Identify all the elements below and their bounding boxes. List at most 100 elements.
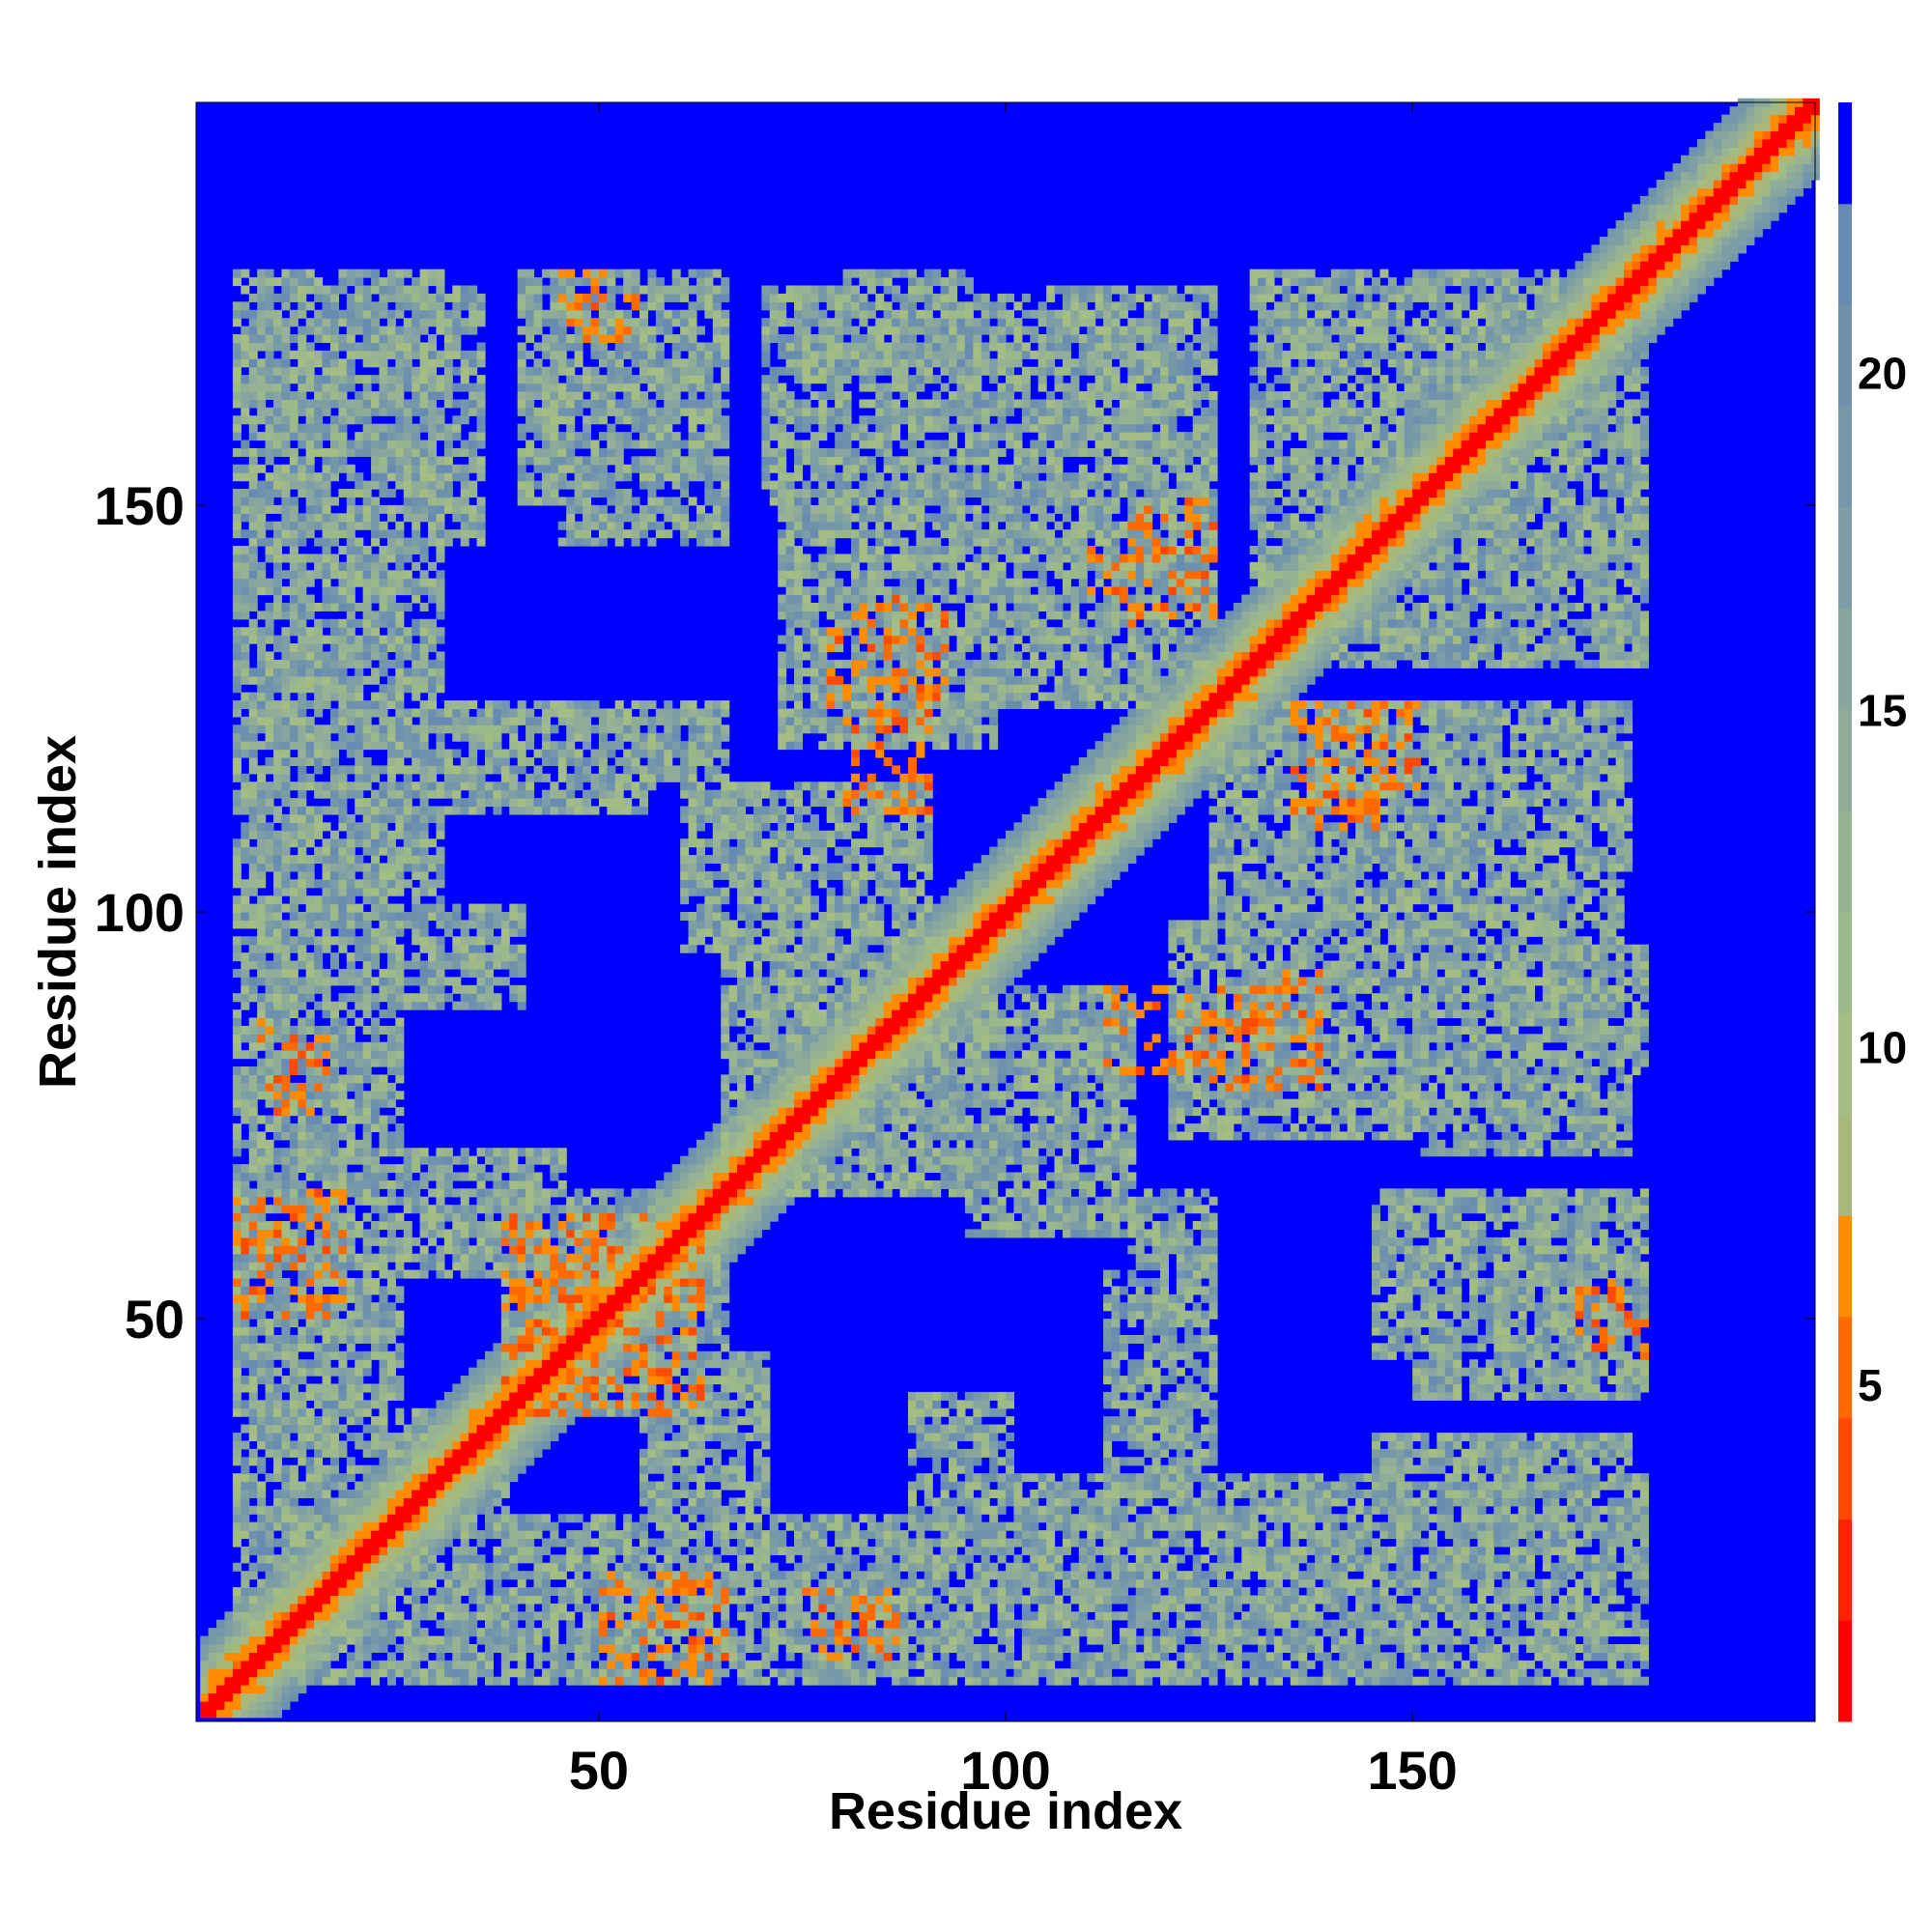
heatmap-cell bbox=[379, 1122, 388, 1132]
heatmap-cell bbox=[257, 415, 267, 425]
heatmap-cell bbox=[273, 1221, 283, 1231]
heatmap-cell bbox=[289, 423, 298, 433]
heatmap-cell bbox=[403, 773, 412, 782]
heatmap-cell bbox=[241, 651, 250, 661]
heatmap-cell bbox=[436, 1407, 445, 1417]
heatmap-cell bbox=[419, 903, 429, 913]
heatmap-cell bbox=[329, 334, 339, 344]
heatmap-cell bbox=[265, 920, 274, 929]
heatmap-cell bbox=[241, 342, 250, 352]
heatmap-cell bbox=[248, 952, 258, 962]
heatmap-cell bbox=[428, 960, 438, 970]
heatmap-cell bbox=[386, 1196, 396, 1206]
heatmap-cell bbox=[289, 611, 298, 620]
heatmap-cell bbox=[355, 1091, 364, 1100]
heatmap-cell bbox=[232, 1293, 242, 1303]
heatmap-cell bbox=[371, 1122, 381, 1132]
heatmap-cell bbox=[500, 1164, 510, 1174]
heatmap-cell bbox=[273, 1692, 283, 1702]
heatmap-cell bbox=[500, 944, 510, 953]
heatmap-cell bbox=[208, 1692, 217, 1702]
heatmap-cell bbox=[371, 895, 381, 905]
heatmap-cell bbox=[452, 1262, 462, 1271]
heatmap-cell bbox=[469, 1253, 478, 1263]
heatmap-cell bbox=[550, 464, 559, 473]
heatmap-cell bbox=[412, 936, 421, 946]
heatmap-cell bbox=[395, 1091, 405, 1100]
heatmap-cell bbox=[281, 708, 291, 718]
heatmap-cell bbox=[412, 1416, 421, 1426]
heatmap-cell bbox=[412, 684, 421, 694]
heatmap-cell bbox=[241, 1376, 250, 1385]
heatmap-cell bbox=[329, 1652, 339, 1662]
heatmap-cell bbox=[329, 1514, 339, 1523]
heatmap-cell bbox=[428, 489, 438, 498]
heatmap-cell bbox=[338, 1091, 348, 1100]
heatmap-cell bbox=[265, 830, 274, 839]
heatmap-cell bbox=[257, 977, 267, 986]
heatmap-cell bbox=[314, 675, 324, 685]
heatmap-cell bbox=[517, 1546, 526, 1555]
heatmap-cell bbox=[248, 822, 258, 832]
heatmap-cell bbox=[265, 659, 274, 668]
heatmap-cell bbox=[355, 1293, 364, 1303]
heatmap-cell bbox=[500, 1530, 510, 1540]
heatmap-cell bbox=[517, 944, 526, 953]
heatmap-cell bbox=[248, 708, 258, 718]
heatmap-cell bbox=[338, 1611, 348, 1621]
heatmap-cell bbox=[443, 1457, 453, 1466]
heatmap-cell bbox=[314, 1066, 324, 1076]
heatmap-cell bbox=[412, 813, 421, 823]
heatmap-cell bbox=[322, 309, 331, 319]
heatmap-cell bbox=[436, 586, 445, 596]
heatmap-cell bbox=[257, 659, 267, 668]
heatmap-cell bbox=[305, 399, 315, 409]
heatmap-cell bbox=[443, 334, 453, 344]
heatmap-cell bbox=[362, 1172, 372, 1181]
heatmap-cell bbox=[526, 415, 535, 425]
heatmap-cell bbox=[395, 724, 405, 734]
heatmap-cell bbox=[265, 1376, 274, 1385]
heatmap-cell bbox=[419, 855, 429, 865]
heatmap-cell bbox=[443, 1179, 453, 1189]
heatmap-cell bbox=[469, 765, 478, 775]
heatmap-cell bbox=[216, 1643, 226, 1654]
heatmap-cell bbox=[289, 1587, 298, 1597]
heatmap-cell bbox=[346, 870, 355, 880]
heatmap-cell bbox=[403, 920, 412, 929]
heatmap-cell bbox=[329, 464, 339, 473]
heatmap-cell bbox=[305, 635, 315, 644]
heatmap-cell bbox=[289, 1481, 298, 1491]
heatmap-cell bbox=[526, 1302, 535, 1312]
heatmap-cell bbox=[493, 1464, 502, 1474]
heatmap-cell bbox=[386, 960, 396, 970]
heatmap-cell bbox=[273, 1611, 283, 1621]
heatmap-cell bbox=[281, 285, 291, 295]
heatmap-cell bbox=[469, 1383, 478, 1393]
heatmap-cell bbox=[386, 1025, 396, 1035]
heatmap-cell bbox=[541, 724, 551, 734]
heatmap-cell bbox=[265, 1074, 274, 1084]
heatmap-cell bbox=[346, 863, 355, 872]
heatmap-cell bbox=[526, 334, 535, 344]
heatmap-cell bbox=[395, 1530, 405, 1540]
heatmap-cell bbox=[355, 798, 364, 808]
heatmap-cell bbox=[281, 732, 291, 742]
heatmap-cell bbox=[355, 749, 364, 758]
heatmap-cell bbox=[533, 1660, 543, 1669]
heatmap-cell bbox=[265, 366, 274, 376]
heatmap-cell bbox=[371, 1521, 381, 1531]
heatmap-cell bbox=[265, 618, 274, 628]
heatmap-cell bbox=[322, 513, 331, 523]
heatmap-cell bbox=[305, 1269, 315, 1279]
heatmap-cell bbox=[265, 1066, 274, 1076]
heatmap-cell bbox=[436, 1619, 445, 1629]
heatmap-cell bbox=[541, 1424, 551, 1434]
heatmap-cell bbox=[298, 1562, 307, 1572]
heatmap-cell bbox=[484, 1473, 494, 1483]
heatmap-cell bbox=[281, 1066, 291, 1076]
heatmap-cell bbox=[428, 432, 438, 441]
heatmap-cell bbox=[329, 895, 339, 905]
heatmap-cell bbox=[355, 1001, 364, 1010]
heatmap-cell bbox=[412, 1546, 421, 1555]
